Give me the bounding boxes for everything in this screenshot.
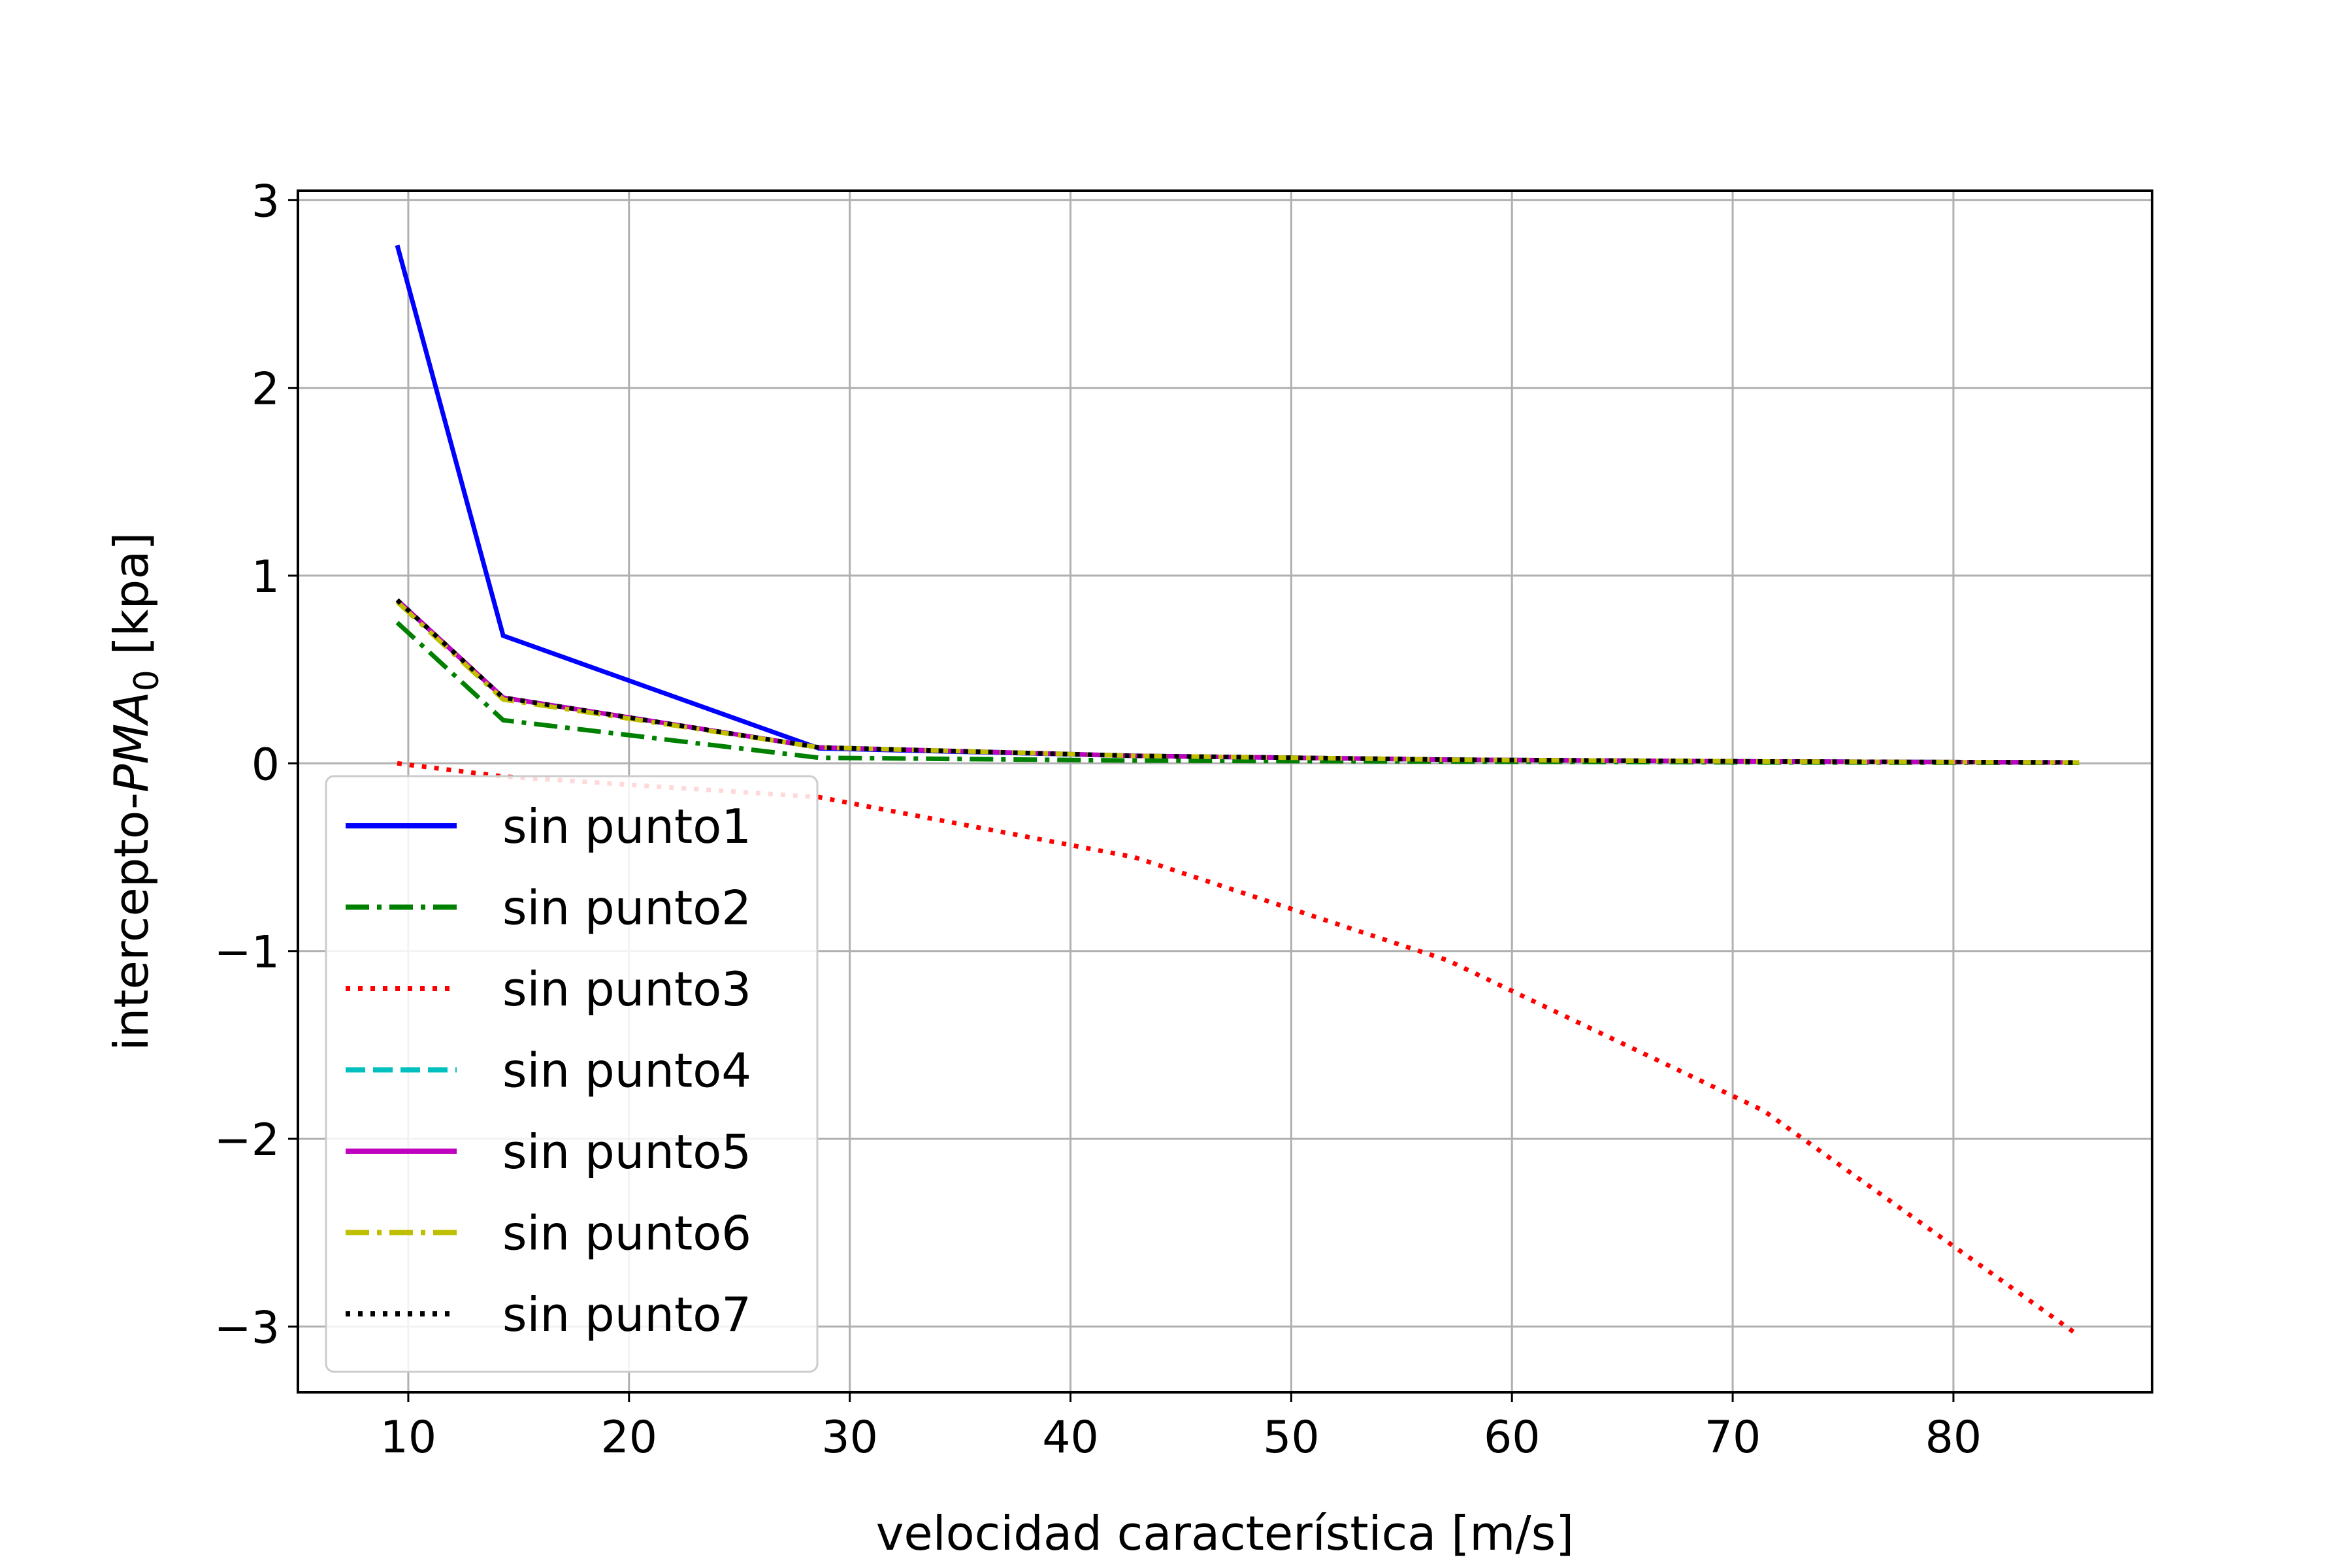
y-tick-label: 1	[252, 551, 280, 603]
legend-label-6: sin punto6	[502, 1206, 751, 1261]
y-axis-title-subscript: 0	[127, 670, 167, 691]
y-axis-title-prefix: intercepto-	[104, 792, 159, 1051]
grid-lines	[298, 191, 2152, 1392]
legend-label-5: sin punto5	[502, 1124, 751, 1179]
y-tick-label: 0	[252, 739, 280, 791]
x-tick-label: 40	[1042, 1412, 1099, 1463]
y-axis-title: intercepto-PMA0 [kpa]	[104, 532, 167, 1051]
legend-label-3: sin punto3	[502, 962, 751, 1017]
x-tick-label: 70	[1705, 1412, 1761, 1463]
y-tick-label: 2	[252, 364, 280, 416]
y-tick-label: −1	[214, 927, 280, 979]
y-axis-title-suffix: [kpa]	[104, 532, 159, 670]
legend-label-7: sin punto7	[502, 1287, 751, 1342]
y-axis-title-symbol: PMA	[104, 691, 159, 792]
legend-label-2: sin punto2	[502, 881, 751, 936]
y-tick-label: −3	[214, 1302, 280, 1354]
x-tick-label: 20	[601, 1412, 658, 1463]
legend-label-1: sin punto1	[502, 799, 751, 854]
y-tick-label: −2	[214, 1115, 280, 1166]
x-axis-title: velocidad característica [m/s]	[876, 1506, 1575, 1561]
x-tick-label: 30	[821, 1412, 878, 1463]
x-tick-label: 80	[1925, 1412, 1982, 1463]
y-tick-label: 3	[252, 176, 280, 227]
legend-box	[325, 775, 819, 1373]
legend: sin punto1 sin punto2 sin punto3 sin punto4…	[325, 775, 819, 1373]
x-tick-label: 10	[380, 1412, 437, 1463]
x-tick-label: 50	[1263, 1412, 1320, 1463]
series-layer	[395, 244, 2081, 1338]
x-tick-label: 60	[1484, 1412, 1541, 1463]
legend-label-4: sin punto4	[502, 1043, 751, 1098]
series-line-6	[395, 600, 2080, 765]
plot-frame	[297, 189, 2153, 1394]
